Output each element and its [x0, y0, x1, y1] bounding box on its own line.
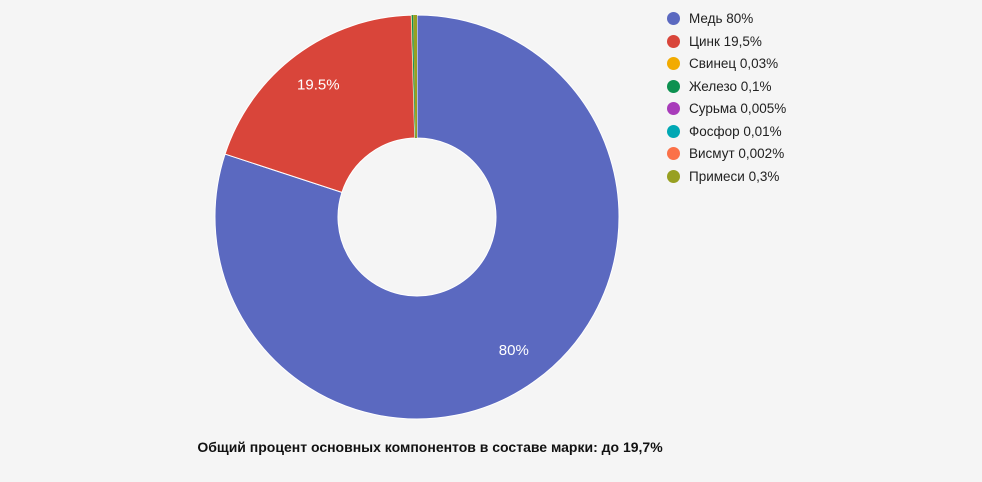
legend-item-1[interactable]: Цинк 19,5%	[667, 34, 786, 49]
legend-circle-icon	[667, 169, 680, 183]
legend-item-2[interactable]: Свинец 0,03%	[667, 56, 786, 71]
legend-item-7[interactable]: Примеси 0,3%	[667, 169, 786, 184]
pie-slice-6[interactable]	[413, 15, 416, 139]
legend-item-5[interactable]: Фосфор 0,01%	[667, 124, 786, 139]
pie-slice-label: 19.5%	[297, 76, 340, 93]
pie-slice-7[interactable]	[413, 15, 417, 139]
pie-slice-label: 80%	[499, 342, 529, 359]
pie-slice-2[interactable]	[411, 15, 415, 139]
legend-circle-icon	[667, 147, 680, 160]
legend-item-label: Свинец 0,03%	[689, 56, 779, 71]
legend-item-label: Висмут 0,002%	[689, 146, 785, 161]
legend-circle-icon	[667, 34, 680, 48]
pie-slice-0[interactable]	[214, 14, 620, 420]
pie-slice-4[interactable]	[412, 15, 416, 139]
pie-slice-1[interactable]	[224, 14, 416, 194]
legend-item-0[interactable]: Медь 80%	[667, 11, 786, 26]
chart-legend: Медь 80% Цинк 19,5% Свинец 0,03% Железо …	[667, 11, 786, 184]
pie-slice-3[interactable]	[411, 15, 416, 139]
legend-item-label: Сурьма 0,005%	[689, 101, 787, 116]
legend-circle-icon	[667, 12, 680, 25]
legend-circle-icon	[667, 79, 680, 93]
pie-slice-5[interactable]	[413, 15, 416, 139]
legend-item-label: Медь 80%	[689, 11, 754, 26]
legend-item-6[interactable]: Висмут 0,002%	[667, 146, 786, 161]
legend-item-label: Фосфор 0,01%	[689, 123, 782, 139]
legend-item-4[interactable]: Сурьма 0,005%	[667, 101, 786, 116]
legend-item-3[interactable]: Железо 0,1%	[667, 79, 786, 94]
legend-item-label: Железо 0,1%	[689, 78, 772, 94]
legend-item-label: Примеси 0,3%	[689, 168, 780, 184]
legend-item-label: Цинк 19,5%	[689, 33, 762, 49]
legend-circle-icon	[667, 124, 680, 138]
chart-caption: Общий процент основных компонентов в сос…	[197, 439, 663, 455]
legend-circle-icon	[667, 102, 680, 115]
legend-circle-icon	[667, 57, 680, 70]
